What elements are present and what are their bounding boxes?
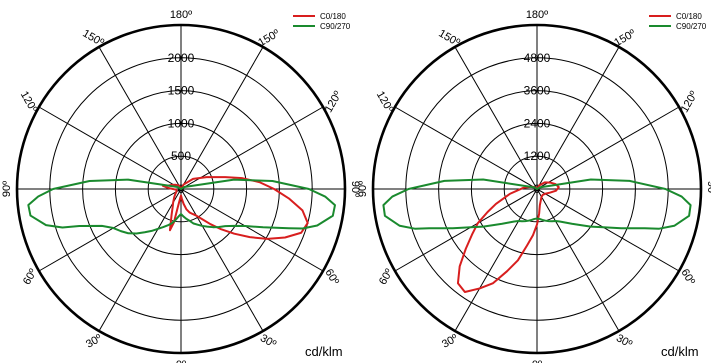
angle-label-right-90: 90º <box>349 181 361 197</box>
radial-tick-label: 500 <box>171 149 191 163</box>
outer-ring <box>15 23 347 355</box>
radial-tick-label: 1200 <box>524 149 551 163</box>
radial-tick-label: 3600 <box>524 84 551 98</box>
radial-tick-label: 2400 <box>524 116 551 130</box>
angle-label-bottom: 0º <box>532 359 542 363</box>
angle-label-left-60: 60º <box>21 267 40 287</box>
angle-label-top: 180º <box>170 9 192 21</box>
angle-label-right-60: 60º <box>678 267 697 287</box>
angle-label-right-150: 150º <box>612 27 637 49</box>
radial-tick-label: 2000 <box>168 51 195 65</box>
angle-label-left-60: 60º <box>377 267 396 287</box>
unit-label: cd/klm <box>305 344 343 359</box>
angle-label-left-90: 90º <box>357 181 369 197</box>
radial-tick-label: 1500 <box>168 84 195 98</box>
series-curve-C0-180 <box>161 176 309 240</box>
outer-ring <box>371 23 703 355</box>
angle-label-bottom: 0º <box>176 359 186 363</box>
series-curve-C90-270 <box>27 178 336 235</box>
legend-label: C90/270 <box>320 22 351 31</box>
series-curve-C0-180 <box>456 181 560 293</box>
angle-label-right-30: 30º <box>614 332 634 351</box>
angle-label-left-30: 30º <box>84 332 104 351</box>
legend-label: C0/180 <box>676 12 702 21</box>
angle-label-right-90: 90º <box>705 181 711 197</box>
angle-label-right-120: 120º <box>679 89 701 114</box>
angle-label-top: 180º <box>526 9 548 21</box>
angle-label-right-30: 30º <box>258 332 278 351</box>
angle-label-right-60: 60º <box>322 267 341 287</box>
polar-chart-2: 012002400360048000º180º30º30º60º60º90º90… <box>357 9 711 363</box>
polar-chart-1: 05001000150020000º180º30º30º60º60º90º90º… <box>1 9 361 363</box>
series-curve-C90-270 <box>382 178 692 230</box>
unit-label: cd/klm <box>661 344 699 359</box>
legend-label: C0/180 <box>320 12 346 21</box>
angle-label-right-120: 120º <box>323 89 345 114</box>
legend-label: C90/270 <box>676 22 707 31</box>
radial-tick-label: 4800 <box>524 51 551 65</box>
angle-label-left-90: 90º <box>1 181 13 197</box>
radial-tick-label: 1000 <box>168 116 195 130</box>
angle-label-right-150: 150º <box>256 27 281 49</box>
angle-label-left-30: 30º <box>440 332 460 351</box>
